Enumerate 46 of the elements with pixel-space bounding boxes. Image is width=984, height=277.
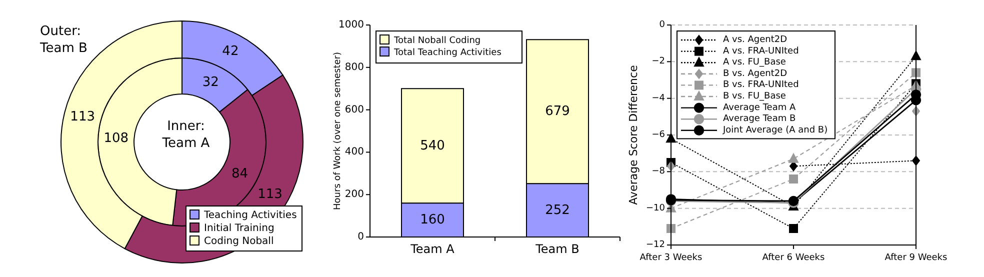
x-tick-label: Team B bbox=[534, 242, 580, 256]
y-axis-title: Hours of Work (over one semester) bbox=[333, 52, 343, 210]
legend-label: A vs. FRA-UNIted bbox=[723, 46, 799, 56]
y-tick-label: 0 bbox=[358, 232, 364, 242]
data-label: 540 bbox=[420, 138, 445, 154]
legend-label: Coding Noball bbox=[204, 236, 274, 247]
legend-label: Joint Average (A and B) bbox=[722, 125, 828, 136]
y-tick-label: −8 bbox=[652, 166, 666, 177]
y-tick-label: 200 bbox=[344, 189, 364, 200]
y-tick-label: 800 bbox=[344, 62, 364, 73]
y-tick-label: 400 bbox=[344, 146, 364, 158]
x-tick-label: After 9 Weeks bbox=[884, 253, 948, 263]
legend-label: B vs. Agent2D bbox=[723, 68, 788, 79]
data-label: 252 bbox=[545, 202, 570, 218]
legend-label: Average Team B bbox=[723, 114, 796, 124]
x-tick-label: After 6 Weeks bbox=[762, 253, 826, 263]
y-tick-label: 1000 bbox=[338, 20, 364, 30]
legend-label: B vs. FRA-UNIted bbox=[723, 80, 799, 90]
y-tick-label: −2 bbox=[652, 56, 665, 67]
data-label: 679 bbox=[545, 104, 570, 120]
data-label: 32 bbox=[202, 75, 219, 90]
legend-label: Initial Training bbox=[204, 223, 274, 234]
data-label: 108 bbox=[104, 130, 129, 146]
y-tick-label: 600 bbox=[344, 104, 364, 116]
data-label: 42 bbox=[222, 44, 239, 60]
x-tick-label: After 3 Weeks bbox=[640, 253, 703, 263]
x-tick-label: Team A bbox=[410, 242, 456, 256]
data-label: 84 bbox=[231, 166, 248, 182]
legend-label: A vs. FU_Base bbox=[723, 58, 786, 68]
slice-label: Inner: Team A bbox=[161, 119, 210, 151]
legend-label: A vs. Agent2D bbox=[723, 35, 788, 45]
y-tick-label: −10 bbox=[646, 203, 666, 214]
y-tick-label: −6 bbox=[652, 130, 666, 140]
legend-label: Average Team A bbox=[723, 102, 796, 113]
y-tick-label: −12 bbox=[646, 240, 665, 250]
data-label: 160 bbox=[420, 212, 445, 228]
y-axis-title: Average Score Difference bbox=[627, 64, 640, 205]
y-tick-label: 0 bbox=[659, 20, 666, 30]
slice-label: Outer: Team B bbox=[39, 24, 88, 56]
data-label: 113 bbox=[258, 187, 282, 202]
legend-label: Teaching Activities bbox=[203, 210, 297, 221]
legend-label: B vs. FU_Base bbox=[723, 92, 786, 102]
legend-label: Total Teaching Activities bbox=[393, 48, 502, 58]
legend-label: Total Noball Coding bbox=[393, 36, 481, 46]
data-label: 113 bbox=[70, 110, 96, 125]
y-tick-label: −4 bbox=[652, 93, 666, 104]
